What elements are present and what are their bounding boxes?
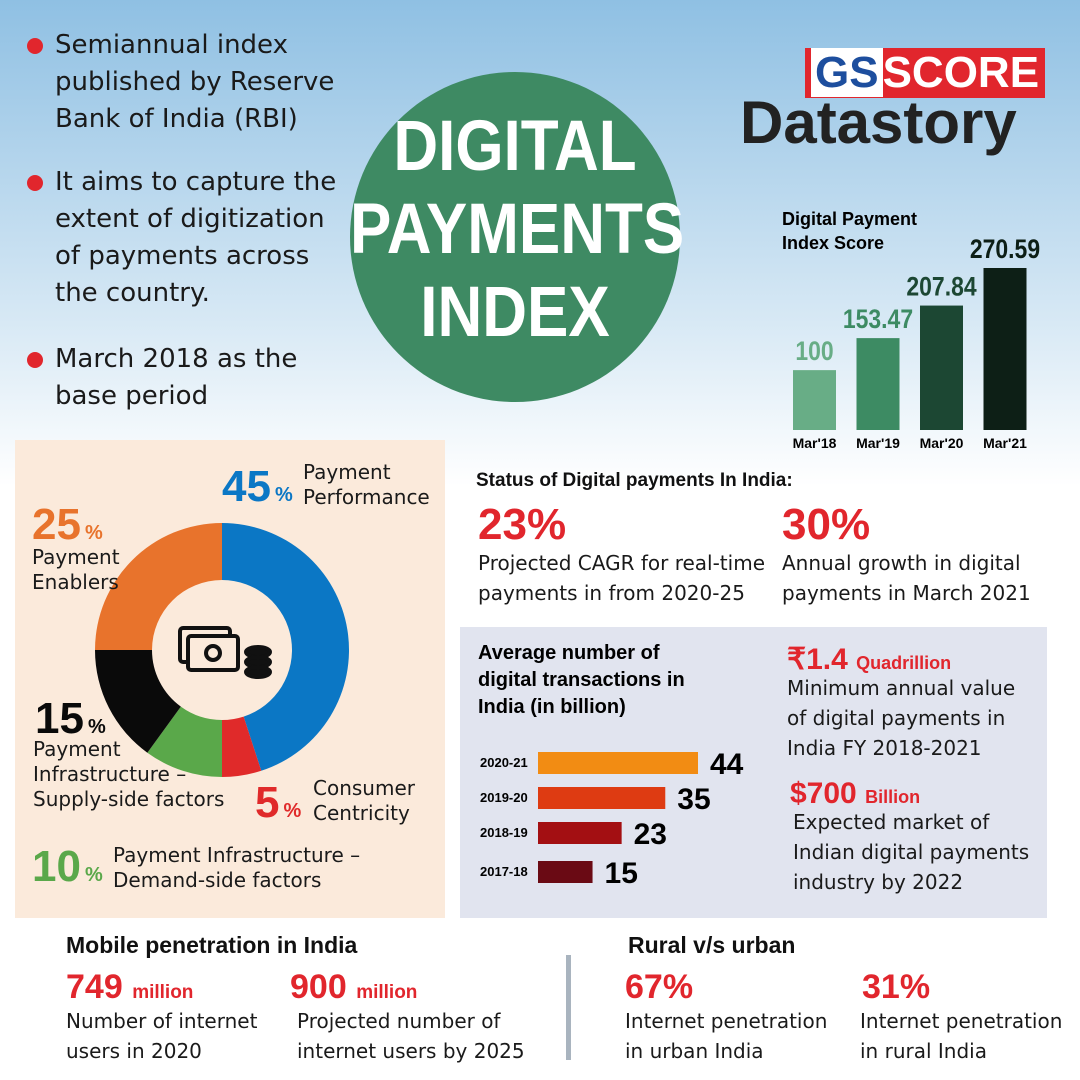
- highlight-text: Expected market of Indian digital paymen…: [793, 810, 1030, 894]
- donut-slice: [222, 523, 349, 771]
- mobile-heading: Mobile penetration in India: [66, 932, 358, 958]
- bar: [538, 787, 666, 809]
- bullet: It aims to capture the extent of digitiz…: [55, 167, 337, 308]
- slice-label: Payment Infrastructure – Demand-side fac…: [113, 843, 361, 892]
- value-label: 207.84: [906, 272, 976, 302]
- unit: %: [283, 800, 302, 822]
- bullet: March 2018 as the base period: [55, 344, 298, 411]
- bar: [538, 752, 698, 774]
- unit: Quadrillion: [856, 653, 952, 673]
- slice-label: Payment Enablers: [32, 545, 120, 594]
- donut-panel: [15, 440, 445, 918]
- unit: million: [356, 982, 418, 1003]
- x-tick-label: Mar'20: [920, 435, 964, 451]
- bar: [983, 268, 1027, 430]
- unit: %: [274, 484, 293, 506]
- value: $700: [790, 777, 857, 810]
- y-tick-label: 2020-21: [480, 755, 528, 770]
- unit: %: [87, 716, 106, 738]
- highlight-text: Minimum annual value of digital payments…: [787, 676, 1016, 760]
- logo-name: Datastory: [740, 89, 1017, 156]
- title-line: PAYMENTS: [350, 189, 685, 270]
- title: DIGITAL PAYMENTS INDEX: [350, 106, 685, 354]
- slice-value: 10%: [32, 842, 103, 892]
- stat-text: Annual growth in digital payments in Mar…: [782, 551, 1031, 605]
- divider: [566, 955, 571, 1060]
- slice-value: 15%: [35, 694, 106, 744]
- donut-slice: [95, 523, 222, 650]
- bar: [856, 338, 900, 430]
- bar: [538, 861, 593, 883]
- stat-value: 23%: [478, 500, 567, 549]
- value: 5: [255, 778, 280, 827]
- donut-slice: [147, 706, 222, 777]
- value: 25: [32, 500, 81, 549]
- value-label: 23: [634, 818, 667, 851]
- bullet-icon: [27, 175, 43, 191]
- y-tick-label: 2017-18: [480, 864, 528, 879]
- rural-text: Internet penetration in rural India: [860, 1009, 1063, 1063]
- rural-text: Internet penetration in urban India: [625, 1009, 828, 1063]
- highlight-value: ₹1.4 Quadrillion: [787, 642, 951, 677]
- donut-slice: [95, 650, 181, 753]
- unit: %: [84, 864, 103, 886]
- chart-title: Digital Payment Index Score: [782, 209, 917, 253]
- bullet-icon: [27, 38, 43, 54]
- value: 15: [35, 694, 84, 743]
- value-label: 35: [677, 783, 710, 816]
- status-heading: Status of Digital payments In India:: [476, 470, 793, 491]
- value-label: 44: [710, 748, 744, 781]
- x-tick-label: Mar'21: [983, 435, 1027, 451]
- slice-value: 25%: [32, 500, 103, 550]
- rural-value: 67%: [625, 968, 694, 1006]
- value-label: 270.59: [970, 234, 1040, 264]
- mobile-value: 900 million: [290, 968, 417, 1007]
- value: ₹1.4: [787, 643, 848, 676]
- logo-right: SCORE: [882, 48, 1040, 97]
- y-tick-label: 2018-19: [480, 825, 528, 840]
- unit: million: [132, 982, 194, 1003]
- bar: [920, 305, 963, 430]
- bullet: Semiannual index published by Reserve Ba…: [55, 30, 335, 134]
- slice-value: 45%: [222, 462, 293, 512]
- value-label: 153.47: [843, 304, 913, 334]
- chart-title: Average number of digital transactions i…: [478, 642, 685, 718]
- bullet-icon: [27, 352, 43, 368]
- value: 45: [222, 462, 271, 511]
- slice-label: Consumer Centricity: [313, 776, 415, 825]
- x-tick-label: Mar'19: [856, 435, 900, 451]
- unit: %: [84, 522, 103, 544]
- donut-slice: [222, 716, 262, 777]
- value-label: 15: [605, 857, 638, 890]
- y-tick-label: 2019-20: [480, 790, 528, 805]
- title-circle: [350, 72, 680, 402]
- slice-value: 5%: [255, 778, 301, 828]
- mobile-text: Number of internet users in 2020: [66, 1009, 258, 1063]
- value-label: 100: [795, 336, 833, 366]
- bar: [793, 370, 836, 430]
- rural-value: 31%: [862, 968, 931, 1006]
- logo-left: GS: [811, 48, 883, 97]
- value: 10: [32, 842, 81, 891]
- title-line: DIGITAL: [393, 106, 637, 187]
- title-line: INDEX: [420, 272, 610, 352]
- stat-value: 30%: [782, 500, 871, 549]
- mobile-value: 749 million: [66, 968, 193, 1007]
- logo-brand: GSSCORE: [805, 48, 1046, 98]
- value: 900: [290, 968, 347, 1006]
- money-icon: [178, 626, 272, 679]
- highlight-value: $700 Billion: [790, 777, 920, 811]
- unit: Billion: [865, 787, 921, 807]
- rural-heading: Rural v/s urban: [628, 932, 796, 958]
- mobile-text: Projected number of internet users by 20…: [297, 1009, 525, 1063]
- slice-label: Payment Performance: [303, 460, 430, 509]
- stat-text: Projected CAGR for real-time payments in…: [478, 551, 765, 605]
- value: 749: [66, 968, 123, 1006]
- x-tick-label: Mar'18: [793, 435, 837, 451]
- bar: [538, 822, 622, 844]
- slice-label: Payment Infrastructure – Supply-side fac…: [33, 737, 225, 811]
